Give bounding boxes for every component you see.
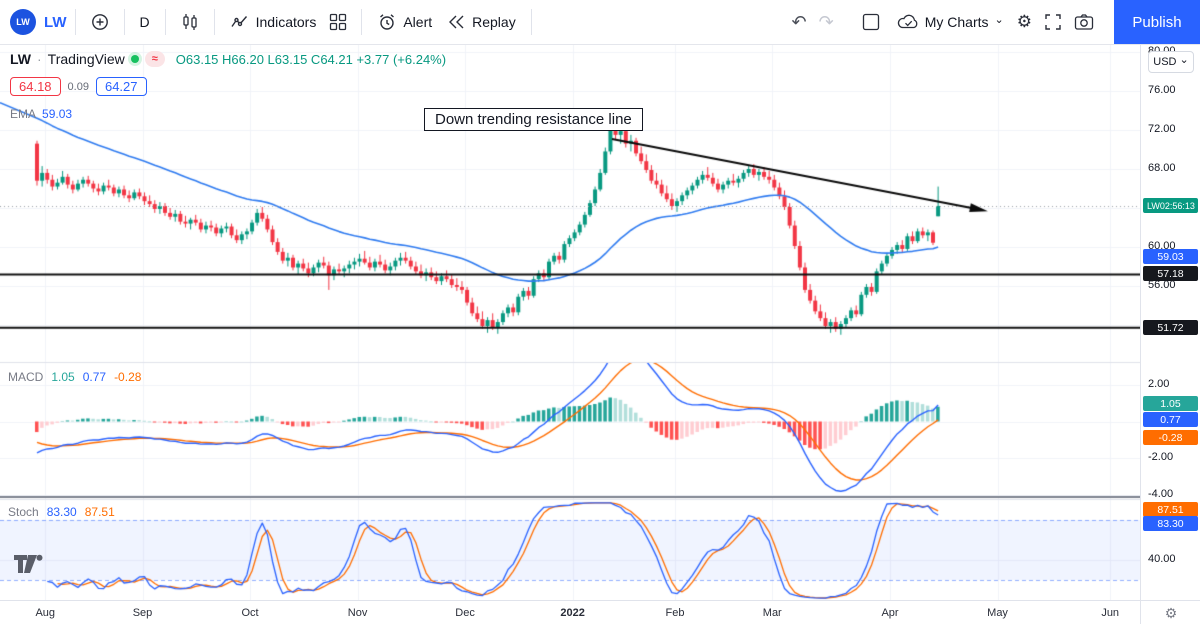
toolbar-separator xyxy=(164,9,166,35)
replay-icon xyxy=(446,12,466,32)
time-axis-label: Sep xyxy=(132,607,153,619)
currency-label: USD xyxy=(1153,56,1177,68)
time-axis-label: Nov xyxy=(347,607,368,619)
time-axis-label: Jun xyxy=(1101,607,1120,619)
compare-add-icon[interactable] xyxy=(84,7,116,37)
time-axis[interactable]: Aug Sep Oct Nov Dec 2022 Feb Mar Apr May Jun xyxy=(0,600,1140,624)
replay-button[interactable]: Replay xyxy=(439,7,523,37)
stoch-d-badge: 87.51 xyxy=(1143,502,1198,517)
time-axis-label: Mar xyxy=(762,607,782,619)
time-axis-label: Dec xyxy=(455,607,475,619)
alert-button[interactable]: Alert xyxy=(370,7,439,37)
indicators-icon xyxy=(230,12,250,32)
spread-value: 0.09 xyxy=(67,80,89,93)
ema-price-badge: 59.03 xyxy=(1143,249,1198,264)
undo-icon[interactable]: ↶ xyxy=(791,11,807,32)
toolbar-separator xyxy=(530,9,532,35)
symbol-legend[interactable]: LW · TradingView ≈ O63.15 H66.20 L63.15 … xyxy=(10,51,446,67)
currency-unit-button[interactable]: USD ⌄ xyxy=(1148,51,1194,73)
legend-symbol: LW xyxy=(10,51,31,67)
level-price-badge: 51.72 xyxy=(1143,320,1198,335)
stoch-legend[interactable]: Stoch 83.30 87.51 xyxy=(8,505,115,519)
trendline-annotation[interactable]: Down trending resistance line xyxy=(424,108,643,131)
indicators-button[interactable]: Indicators xyxy=(223,7,324,37)
countdown-symbol: LW xyxy=(1147,200,1160,211)
stoch-k-value: 83.30 xyxy=(46,505,77,519)
macd-label: MACD xyxy=(8,370,44,384)
snapshot-camera-icon[interactable] xyxy=(1068,8,1100,36)
delayed-data-icon[interactable]: ≈ xyxy=(144,51,165,67)
ema-value: 59.03 xyxy=(42,107,73,121)
ohlc-values: O63.15 H66.20 L63.15 C64.21 +3.77 (+6.24… xyxy=(175,51,447,67)
bid-price[interactable]: 64.18 xyxy=(10,77,61,96)
fullscreen-icon[interactable] xyxy=(1038,8,1068,36)
stoch-tick-label: 40.00 xyxy=(1148,553,1176,565)
time-axis-label: Feb xyxy=(665,607,685,619)
publish-button[interactable]: Publish xyxy=(1114,0,1200,44)
macd-line-badge: 0.77 xyxy=(1143,412,1198,427)
macd-hist-badge: 1.05 xyxy=(1143,396,1198,411)
time-axis-label: Aug xyxy=(35,607,56,619)
ema-label: EMA xyxy=(10,107,37,121)
interval-label: D xyxy=(139,14,150,30)
bid-ask-row: 64.18 0.09 64.27 xyxy=(10,77,147,96)
redo-icon[interactable]: ↷ xyxy=(818,11,834,32)
price-tick-label: 68.00 xyxy=(1148,162,1176,174)
chart-canvas[interactable] xyxy=(0,44,1140,600)
time-axis-label: Apr xyxy=(881,607,899,619)
price-axis[interactable]: 80.0076.0072.0068.0060.0056.002.00-2.00-… xyxy=(1140,44,1200,600)
countdown-time: 02:56:13 xyxy=(1159,200,1195,211)
price-tick-label: 56.00 xyxy=(1148,279,1176,291)
macd-signal-badge: -0.28 xyxy=(1143,430,1198,445)
stoch-label: Stoch xyxy=(8,505,39,519)
symbol-logo[interactable]: LW xyxy=(10,9,36,35)
my-charts-button[interactable]: My Charts ⌄ xyxy=(890,8,1011,36)
macd-tick-label: -4.00 xyxy=(1148,487,1174,500)
chevron-down-icon: ⌄ xyxy=(994,14,1004,26)
replay-label: Replay xyxy=(472,14,516,30)
legend-dot: · xyxy=(37,51,42,67)
price-tick-label: 76.00 xyxy=(1148,84,1176,96)
level-price-badge: 57.18 xyxy=(1143,266,1198,281)
toolbar-separator xyxy=(74,9,76,35)
layout-select-icon[interactable] xyxy=(856,8,886,36)
stoch-d-value: 87.51 xyxy=(84,505,115,519)
toolbar-separator xyxy=(361,9,363,35)
time-axis-settings-gear-icon[interactable]: ⚙ xyxy=(1140,600,1200,624)
macd-tick-label: -2.00 xyxy=(1148,451,1174,463)
market-status-icon[interactable] xyxy=(130,55,139,63)
toolbar-separator xyxy=(213,9,215,35)
countdown-price-badge: LW 02:56:13 xyxy=(1143,198,1198,213)
chart-type-candles-icon[interactable] xyxy=(174,7,206,37)
time-axis-label: Oct xyxy=(241,607,259,619)
macd-hist-value: 1.05 xyxy=(51,370,75,384)
tradingview-watermark-icon xyxy=(14,554,44,580)
settings-gear-icon[interactable]: ⚙ xyxy=(1016,12,1032,31)
macd-signal-value: -0.28 xyxy=(114,370,142,384)
my-charts-label: My Charts xyxy=(924,14,989,30)
alert-label: Alert xyxy=(403,14,433,30)
time-axis-label: May xyxy=(987,607,1008,619)
legend-source: TradingView xyxy=(47,51,125,67)
macd-tick-label: 2.00 xyxy=(1148,378,1170,390)
stoch-k-badge: 83.30 xyxy=(1143,516,1198,531)
time-axis-label: 2022 xyxy=(560,607,585,619)
top-toolbar: LW LW D Indicators xyxy=(0,0,1200,45)
macd-line-value: 0.77 xyxy=(82,370,107,384)
macd-legend[interactable]: MACD 1.05 0.77 -0.28 xyxy=(8,370,141,384)
ask-price[interactable]: 64.27 xyxy=(95,77,147,96)
chevron-down-icon: ⌄ xyxy=(1179,54,1189,66)
alert-clock-icon xyxy=(377,12,397,32)
cloud-check-icon xyxy=(897,13,919,31)
indicators-label: Indicators xyxy=(255,14,317,30)
interval-button[interactable]: D xyxy=(133,9,157,35)
symbol-search-button[interactable]: LW xyxy=(44,13,67,31)
price-tick-label: 72.00 xyxy=(1148,123,1176,135)
toolbar-separator xyxy=(123,9,125,35)
indicator-templates-icon[interactable] xyxy=(323,8,353,36)
ema-legend[interactable]: EMA 59.03 xyxy=(10,107,72,121)
